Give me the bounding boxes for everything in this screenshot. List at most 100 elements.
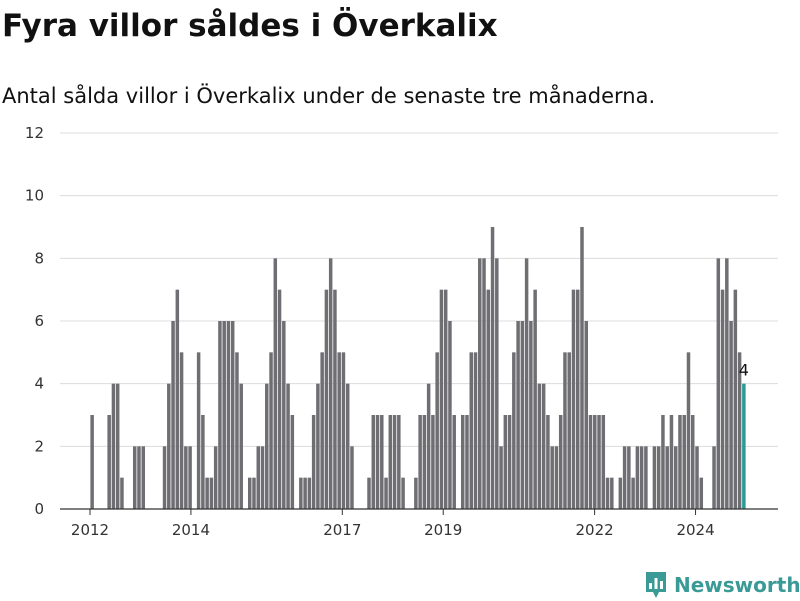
bar: [162, 446, 167, 509]
y-tick-label: 8: [34, 249, 44, 267]
bar: [473, 352, 478, 509]
bar: [725, 258, 729, 509]
bar: [631, 477, 635, 509]
bar: [435, 352, 439, 509]
bar: [286, 383, 290, 509]
bar: [388, 415, 393, 509]
bar: [367, 477, 371, 509]
bar: [265, 383, 269, 509]
bar: [111, 383, 116, 509]
bar: [439, 289, 444, 509]
bar: [448, 321, 452, 509]
x-tick-label: 2022: [576, 521, 614, 539]
bar: [495, 258, 499, 509]
bar: [737, 352, 742, 509]
bar: [712, 446, 716, 509]
x-tick-label: 2017: [323, 521, 361, 539]
bar: [282, 321, 286, 509]
bar: [580, 227, 584, 509]
bar: [669, 415, 674, 509]
bar: [605, 477, 610, 509]
bar: [593, 415, 597, 509]
bar: [691, 415, 695, 509]
bar: [345, 383, 350, 509]
labels: 0 2 4 6 8 10 12 4 2012 2014 2017 2019 2022 2024: [25, 124, 749, 539]
bar: [524, 258, 529, 509]
bar: [290, 415, 295, 509]
bar: [563, 352, 567, 509]
bar: [188, 446, 192, 509]
bar: [414, 477, 418, 509]
bar: [222, 321, 226, 509]
bar: [230, 321, 235, 509]
bar: [465, 415, 469, 509]
bar: [575, 289, 580, 509]
bar: [422, 415, 427, 509]
bar: [460, 415, 465, 509]
bar: [537, 383, 542, 509]
bar: [239, 383, 243, 509]
bar-highlight: [742, 383, 746, 509]
bar: [341, 352, 346, 509]
bar: [316, 383, 320, 509]
x-tick-label: 2012: [71, 521, 109, 539]
axes: [60, 508, 778, 515]
bar: [601, 415, 606, 509]
bar: [235, 352, 239, 509]
bar: [529, 321, 533, 509]
bar: [627, 446, 631, 509]
y-tick-label: 12: [25, 124, 44, 142]
chart-title: Fyra villor såldes i Överkalix: [2, 8, 498, 44]
bar: [115, 383, 120, 509]
bar: [375, 415, 380, 509]
bar: [137, 446, 141, 509]
bar: [661, 415, 665, 509]
bar: [588, 415, 593, 509]
bar: [218, 321, 222, 509]
bar: [584, 321, 589, 509]
bar: [337, 352, 341, 509]
bar: [418, 415, 422, 509]
bar: [132, 446, 137, 509]
bar: [554, 446, 559, 509]
bar: [384, 477, 388, 509]
bar: [639, 446, 644, 509]
bar: [260, 446, 265, 509]
bar: [443, 289, 448, 509]
bar: [482, 258, 486, 509]
bar: [299, 477, 303, 509]
bar: [380, 415, 384, 509]
bar: [90, 415, 94, 509]
bar: [120, 477, 124, 509]
bar: [622, 446, 627, 509]
bar: [392, 415, 397, 509]
bar: [171, 321, 175, 509]
bar: [350, 446, 354, 509]
bar: [665, 446, 669, 509]
bar: [201, 415, 205, 509]
bar: [507, 415, 512, 509]
highlight-value-label: 4: [739, 361, 749, 380]
bar: [328, 258, 333, 509]
bar: [452, 415, 456, 509]
bar: [277, 289, 282, 509]
bar: [426, 383, 431, 509]
bar: [699, 477, 704, 509]
bar: [196, 352, 201, 509]
bar: [486, 289, 491, 509]
bar: [567, 352, 571, 509]
bar: [558, 415, 563, 509]
bar: [499, 446, 503, 509]
bar-chart-logo-icon: [646, 572, 666, 598]
bar: [652, 446, 657, 509]
brand-name: Newsworthy: [674, 573, 800, 597]
bar: [303, 477, 307, 509]
bar: [324, 289, 329, 509]
y-tick-label: 10: [25, 187, 44, 205]
bar: [256, 446, 261, 509]
bar: [686, 352, 691, 509]
bar: [213, 446, 218, 509]
bar: [512, 352, 516, 509]
x-tick-label: 2019: [424, 521, 462, 539]
bar: [656, 446, 661, 509]
